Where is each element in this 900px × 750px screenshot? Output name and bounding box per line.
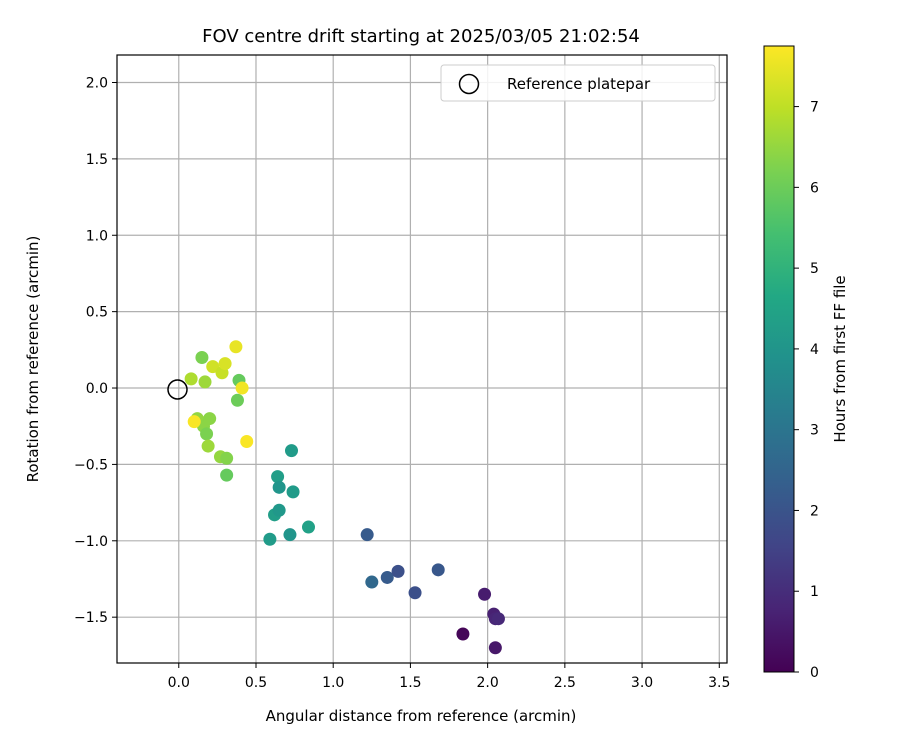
reference-platepar-marker (167, 379, 188, 400)
data-point (206, 360, 220, 374)
data-point (431, 563, 445, 577)
colorbar-tick-label: 4 (810, 342, 819, 358)
data-point (263, 532, 277, 546)
y-axis-label: Rotation from reference (arcmin) (24, 236, 42, 483)
data-point (220, 451, 234, 465)
data-point (285, 444, 299, 458)
y-axis-ticks: −1.5 −1.0 −0.5 0.0 0.5 1.0 1.5 2.0 (74, 75, 117, 626)
data-point (229, 340, 243, 354)
y-tick-label: 1.5 (86, 152, 108, 168)
y-tick-label: 0.5 (86, 305, 108, 321)
x-axis-label: Angular distance from reference (arcmin) (266, 707, 577, 725)
colorbar-tick-label: 3 (810, 423, 819, 439)
y-tick-label: −0.5 (74, 457, 108, 473)
x-axis-ticks: 0.0 0.5 1.0 1.5 2.0 2.5 3.0 3.5 (168, 663, 730, 691)
colorbar-tick-label: 1 (810, 584, 819, 600)
y-tick-label: −1.0 (74, 534, 108, 550)
colorbar-ticks: 0 1 2 3 4 5 6 7 (794, 100, 819, 681)
data-point (218, 357, 232, 371)
data-point (240, 434, 254, 448)
data-point (360, 528, 374, 542)
colorbar: 0 1 2 3 4 5 6 7 Hours from first FF file (763, 45, 849, 681)
data-point (235, 381, 249, 395)
data-point (195, 350, 209, 364)
grid-lines (117, 55, 727, 663)
y-tick-label: −1.5 (74, 610, 108, 626)
colorbar-tick-label: 0 (810, 665, 819, 681)
data-point (365, 575, 379, 589)
data-point (456, 627, 470, 641)
data-point (272, 480, 286, 494)
x-tick-label: 3.5 (708, 675, 730, 691)
colorbar-label: Hours from first FF file (831, 275, 849, 442)
x-tick-label: 2.0 (477, 675, 499, 691)
legend: Reference platepar (440, 64, 716, 102)
data-point (286, 485, 300, 499)
data-point (478, 587, 492, 601)
colorbar-tick-label: 6 (810, 180, 819, 196)
data-point (203, 412, 217, 426)
data-point (271, 470, 285, 484)
data-point (184, 372, 198, 386)
data-point (283, 528, 297, 542)
y-tick-label: 1.0 (86, 228, 108, 244)
y-tick-label: 0.0 (86, 381, 108, 397)
data-point (198, 375, 212, 389)
x-tick-label: 0.5 (245, 675, 267, 691)
legend-box (440, 64, 716, 102)
colorbar-gradient (763, 45, 795, 673)
legend-marker-icon (458, 73, 480, 95)
data-points (184, 340, 505, 655)
chart-title: FOV centre drift starting at 2025/03/05 … (202, 26, 640, 47)
data-point (491, 612, 505, 626)
data-point (230, 393, 244, 407)
colorbar-tick-label: 5 (810, 261, 819, 277)
x-tick-label: 0.0 (168, 675, 190, 691)
data-point (187, 415, 201, 429)
colorbar-tick-label: 7 (810, 100, 819, 116)
data-point (220, 468, 234, 482)
data-point (408, 586, 422, 600)
plot-frame (116, 54, 728, 664)
data-point (272, 503, 286, 517)
x-tick-label: 1.5 (399, 675, 421, 691)
data-point (301, 520, 315, 534)
x-tick-label: 3.0 (631, 675, 653, 691)
x-tick-label: 1.0 (322, 675, 344, 691)
data-point (391, 564, 405, 578)
y-tick-label: 2.0 (86, 75, 108, 91)
data-point (488, 641, 502, 655)
data-point (201, 439, 215, 453)
colorbar-tick-label: 2 (810, 503, 819, 519)
data-point (200, 427, 214, 441)
data-point (380, 570, 394, 584)
legend-label-reference-platepar: Reference platepar (507, 75, 651, 93)
x-tick-label: 2.5 (554, 675, 576, 691)
